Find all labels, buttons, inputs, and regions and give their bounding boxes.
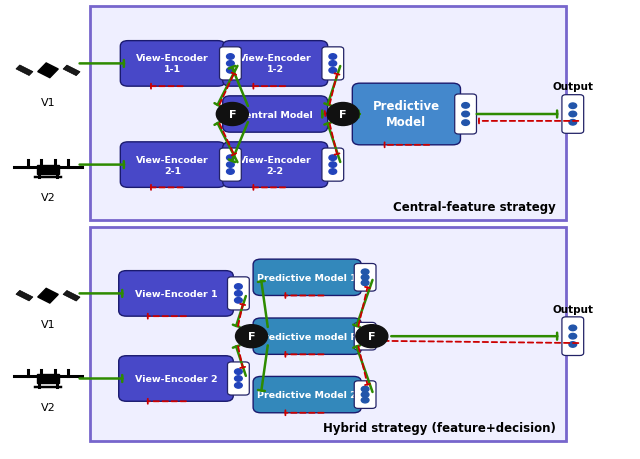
Circle shape xyxy=(235,298,243,303)
FancyBboxPatch shape xyxy=(90,7,566,220)
FancyBboxPatch shape xyxy=(355,381,376,409)
Circle shape xyxy=(235,291,243,297)
Circle shape xyxy=(462,103,470,109)
Circle shape xyxy=(235,284,243,290)
Text: Output: Output xyxy=(552,82,593,92)
FancyBboxPatch shape xyxy=(253,376,361,413)
Text: View-Encoder
1-1: View-Encoder 1-1 xyxy=(136,54,209,74)
Circle shape xyxy=(227,55,234,60)
Circle shape xyxy=(361,328,369,334)
Circle shape xyxy=(569,120,577,126)
FancyBboxPatch shape xyxy=(223,96,328,133)
Circle shape xyxy=(569,104,577,109)
FancyBboxPatch shape xyxy=(120,142,225,188)
FancyBboxPatch shape xyxy=(63,291,80,302)
FancyBboxPatch shape xyxy=(322,48,344,81)
FancyBboxPatch shape xyxy=(37,374,59,383)
Circle shape xyxy=(569,325,577,331)
Circle shape xyxy=(227,156,234,161)
Text: F: F xyxy=(228,110,236,120)
FancyBboxPatch shape xyxy=(119,356,234,401)
FancyBboxPatch shape xyxy=(90,227,566,441)
FancyBboxPatch shape xyxy=(119,271,234,317)
FancyBboxPatch shape xyxy=(253,319,361,354)
Circle shape xyxy=(569,334,577,339)
FancyBboxPatch shape xyxy=(562,317,584,356)
FancyBboxPatch shape xyxy=(455,95,476,135)
Circle shape xyxy=(356,325,388,348)
Circle shape xyxy=(569,112,577,118)
Text: V2: V2 xyxy=(40,402,56,412)
FancyBboxPatch shape xyxy=(352,84,461,146)
FancyBboxPatch shape xyxy=(223,41,328,87)
Circle shape xyxy=(329,68,337,74)
Text: Hybrid strategy (feature+decision): Hybrid strategy (feature+decision) xyxy=(323,421,556,434)
FancyBboxPatch shape xyxy=(228,362,250,395)
Text: Central-feature strategy: Central-feature strategy xyxy=(393,201,556,213)
Circle shape xyxy=(227,169,234,175)
FancyBboxPatch shape xyxy=(120,41,225,87)
FancyBboxPatch shape xyxy=(63,66,80,77)
FancyBboxPatch shape xyxy=(37,165,59,174)
FancyBboxPatch shape xyxy=(223,142,328,188)
FancyBboxPatch shape xyxy=(322,149,344,182)
Text: View-Encoder 2: View-Encoder 2 xyxy=(134,374,218,383)
Text: View-Encoder
2-2: View-Encoder 2-2 xyxy=(239,155,312,175)
FancyBboxPatch shape xyxy=(355,264,376,291)
Text: V1: V1 xyxy=(41,98,55,108)
Circle shape xyxy=(235,383,243,388)
FancyBboxPatch shape xyxy=(220,48,241,81)
Circle shape xyxy=(235,369,243,375)
Text: Central Model: Central Model xyxy=(238,110,312,119)
FancyBboxPatch shape xyxy=(38,289,58,303)
FancyBboxPatch shape xyxy=(38,64,58,78)
Circle shape xyxy=(361,397,369,403)
Circle shape xyxy=(327,103,359,126)
Circle shape xyxy=(361,386,369,392)
Text: View-Encoder
1-2: View-Encoder 1-2 xyxy=(239,54,312,74)
Circle shape xyxy=(329,169,337,175)
Text: Output: Output xyxy=(552,304,593,314)
Text: Predictive Model 1: Predictive Model 1 xyxy=(257,273,357,282)
Circle shape xyxy=(361,280,369,286)
Circle shape xyxy=(235,376,243,381)
Circle shape xyxy=(361,392,369,397)
Circle shape xyxy=(329,62,337,67)
Circle shape xyxy=(462,112,470,118)
Circle shape xyxy=(236,325,268,348)
Text: F: F xyxy=(368,331,376,341)
Text: View-Encoder 1: View-Encoder 1 xyxy=(134,289,218,298)
FancyBboxPatch shape xyxy=(16,66,33,76)
Circle shape xyxy=(329,55,337,60)
Circle shape xyxy=(329,156,337,161)
Text: Predictive model F: Predictive model F xyxy=(257,332,357,341)
Circle shape xyxy=(361,269,369,275)
Text: Predictive
Model: Predictive Model xyxy=(373,100,440,129)
Text: View-Encoder
2-1: View-Encoder 2-1 xyxy=(136,155,209,175)
FancyBboxPatch shape xyxy=(562,95,584,134)
Circle shape xyxy=(216,103,248,126)
Text: F: F xyxy=(339,110,347,120)
Circle shape xyxy=(227,62,234,67)
Circle shape xyxy=(361,275,369,280)
Text: F: F xyxy=(248,331,255,341)
Text: V1: V1 xyxy=(41,319,55,330)
FancyBboxPatch shape xyxy=(253,259,361,296)
Circle shape xyxy=(361,339,369,345)
Circle shape xyxy=(462,121,470,126)
Circle shape xyxy=(227,162,234,168)
FancyBboxPatch shape xyxy=(228,277,250,310)
Text: Predictive Model 2: Predictive Model 2 xyxy=(257,390,357,399)
Circle shape xyxy=(329,162,337,168)
Circle shape xyxy=(361,334,369,339)
Text: V2: V2 xyxy=(40,192,56,202)
FancyBboxPatch shape xyxy=(16,291,33,301)
FancyBboxPatch shape xyxy=(220,149,241,182)
Circle shape xyxy=(569,342,577,347)
Circle shape xyxy=(227,68,234,74)
FancyBboxPatch shape xyxy=(355,323,376,350)
